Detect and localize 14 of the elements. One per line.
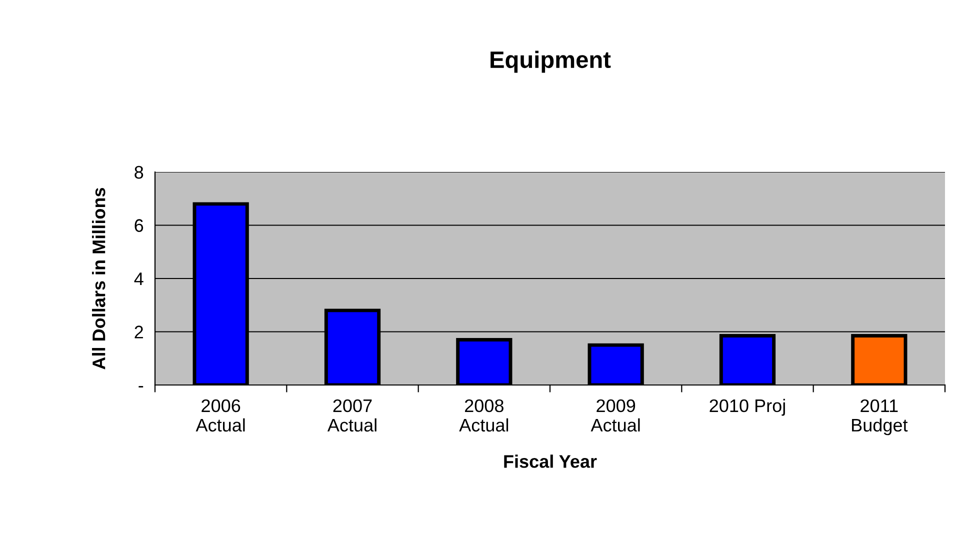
y-axis-title: All Dollars in Millions bbox=[92, 188, 106, 370]
x-axis-title: Fiscal Year bbox=[504, 454, 597, 468]
y-tick-label: 2 bbox=[134, 326, 143, 338]
y-tick-label: 4 bbox=[134, 272, 144, 286]
y-tick-label: 8 bbox=[134, 166, 144, 179]
x-tick-label: 2010 Proj bbox=[710, 398, 785, 416]
x-tick-label: 2009 Actual bbox=[590, 399, 640, 432]
x-tick-label: 2007 Actual bbox=[327, 399, 376, 432]
chart-title: Equipment bbox=[490, 50, 611, 73]
x-tick-label: 2006 Actual bbox=[196, 399, 245, 432]
x-tick-label: 2011 Budget bbox=[852, 399, 908, 436]
y-tick-label: - bbox=[138, 386, 144, 388]
x-tick-label: 2008 Actual bbox=[459, 399, 508, 432]
y-tick-label: 6 bbox=[134, 219, 144, 232]
